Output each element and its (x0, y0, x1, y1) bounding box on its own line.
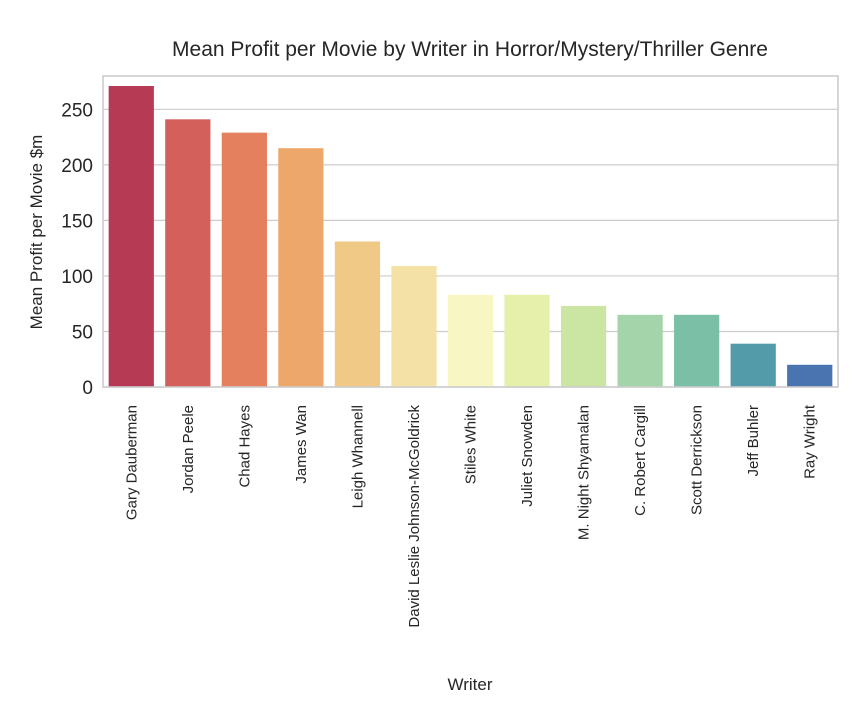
y-tick-label: 100 (61, 267, 93, 288)
x-tick-label: Jeff Buhler (745, 405, 762, 476)
x-tick-label: Juliet Snowden (519, 405, 536, 507)
chart-title: Mean Profit per Movie by Writer in Horro… (172, 38, 768, 61)
x-tick-label: Gary Dauberman (123, 405, 140, 520)
bar-stiles-white (447, 294, 494, 387)
bar-jeff-buhler (730, 343, 776, 387)
y-tick-label: 0 (82, 378, 93, 399)
y-axis-label: Mean Profit per Movie $m (27, 135, 46, 330)
bar-ray-wright (787, 364, 833, 387)
x-tick-label: Stiles White (463, 405, 480, 484)
bar-c-robert-cargill (617, 314, 663, 387)
bar-gary-dauberman (108, 85, 154, 387)
y-tick-label: 250 (61, 100, 93, 121)
bar-chad-hayes (221, 132, 267, 387)
y-tick-label: 200 (61, 156, 93, 177)
x-tick-label: Leigh Whannell (349, 405, 366, 508)
bar-juliet-snowden (504, 294, 550, 387)
x-tick-label: James Wan (293, 405, 310, 484)
y-tick-labels: 0 50 100 150 200 250 (61, 100, 93, 399)
bar-m-night-shyamalan (560, 305, 607, 387)
x-tick-labels: Gary Dauberman Jordan Peele Chad Hayes Jame… (123, 404, 818, 627)
x-tick-label: C. Robert Cargill (632, 405, 649, 516)
x-tick-label: Chad Hayes (236, 405, 253, 488)
bar-scott-derrickson (674, 314, 720, 387)
x-tick-label: Jordan Peele (180, 405, 197, 493)
y-tick-label: 150 (61, 211, 93, 232)
bar-david-leslie-johnson-mcgoldrick (391, 265, 437, 387)
x-tick-label: Ray Wright (802, 404, 819, 479)
bar-leigh-whannell (334, 241, 381, 387)
x-axis-label: Writer (447, 675, 492, 694)
x-tick-label: M. Night Shyamalan (576, 405, 593, 540)
bar-jordan-peele (165, 119, 211, 387)
x-tick-label: Scott Derrickson (689, 405, 706, 515)
plot-frame (102, 75, 839, 388)
bar-james-wan (278, 148, 324, 387)
bars (108, 85, 833, 387)
y-tick-label: 50 (72, 322, 93, 343)
x-tick-label: David Leslie Johnson-McGoldrick (406, 405, 423, 628)
